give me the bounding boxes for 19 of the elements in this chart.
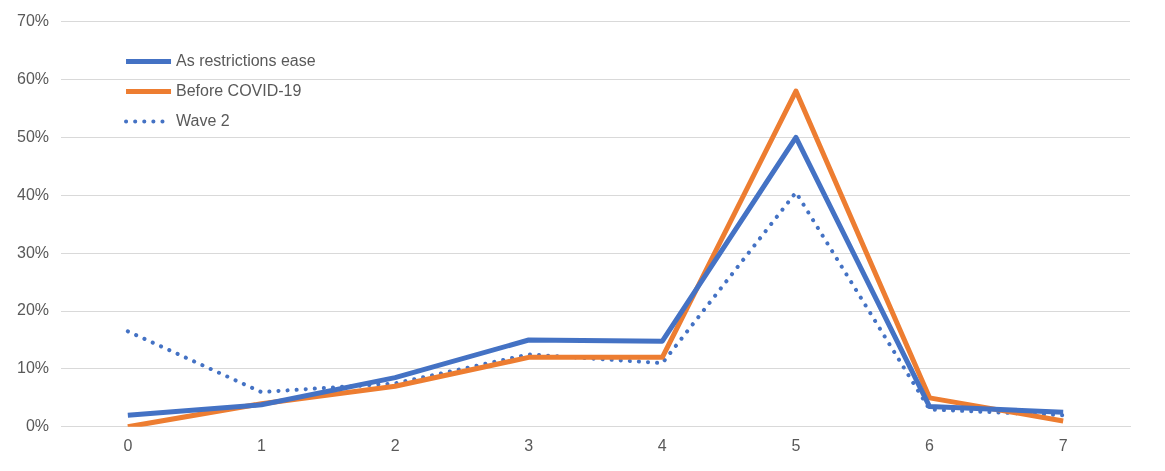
y-tick-label: 10% [16,359,50,377]
legend-label: Before COVID-19 [176,82,302,100]
y-tick-label: 30% [16,243,50,261]
y-tick-label: 0% [25,417,50,435]
x-tick-label: 3 [524,436,534,454]
y-tick-label: 60% [16,69,50,87]
x-tick-label: 7 [1058,436,1068,454]
y-tick-label: 50% [16,127,50,145]
x-tick-label: 0 [123,436,133,454]
y-tick-label: 20% [16,301,50,319]
y-tick-label: 70% [16,12,50,30]
x-tick-label: 4 [657,436,667,454]
legend-label: As restrictions ease [176,52,316,70]
y-tick-label: 40% [16,185,50,203]
x-tick-label: 5 [791,436,801,454]
x-tick-label: 6 [925,436,935,454]
x-tick-label: 1 [257,436,266,454]
x-tick-label: 2 [390,436,400,454]
legend-label: Wave 2 [176,112,230,130]
